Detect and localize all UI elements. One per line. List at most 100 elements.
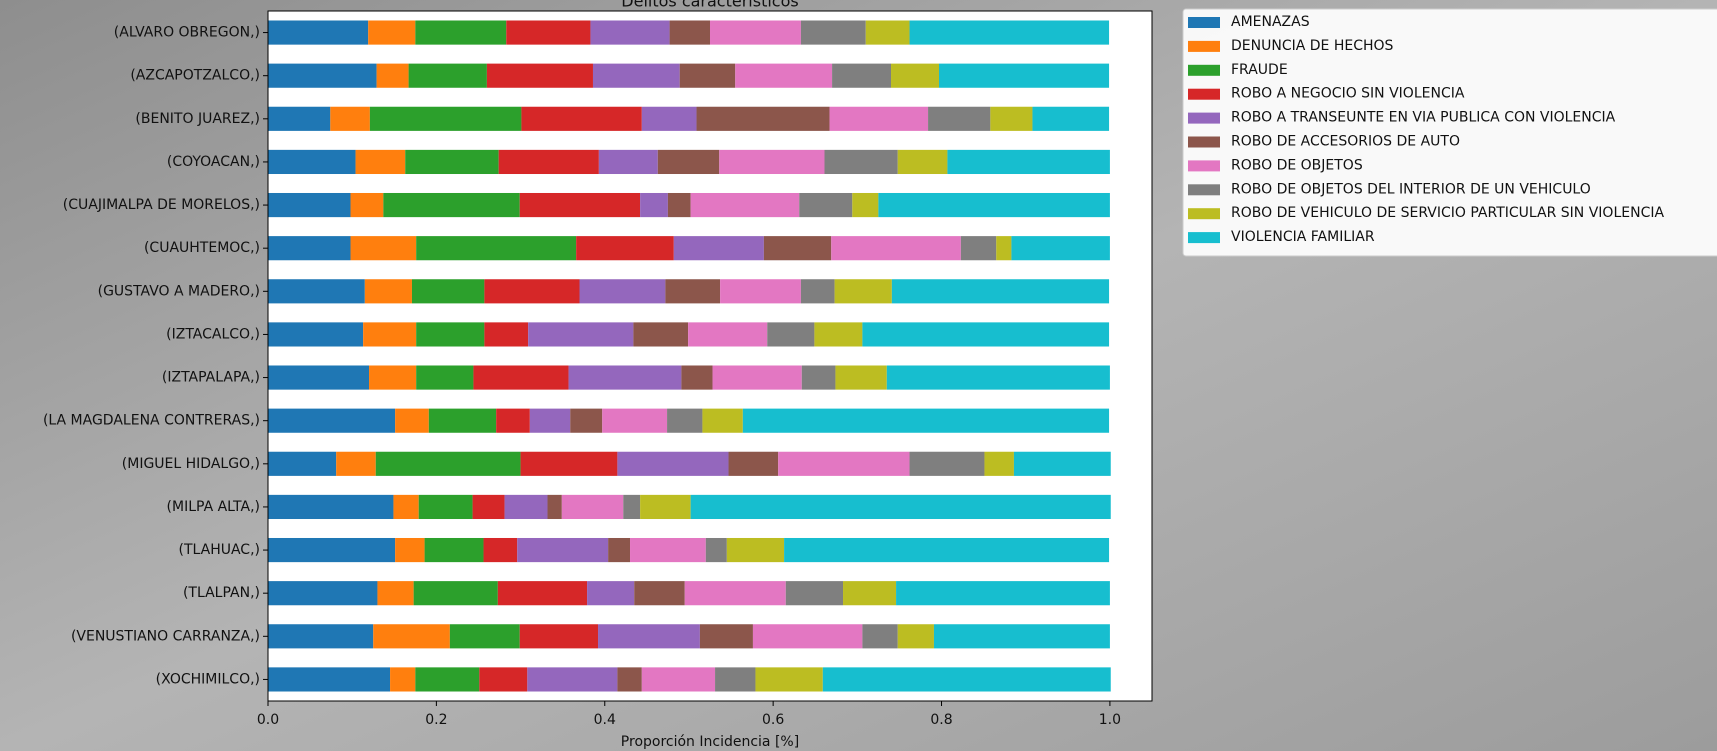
bar-segment [268,537,396,563]
bar-segment [268,581,378,606]
bar-segment [657,149,720,175]
bar-segment [667,192,691,218]
bar-segment [418,494,473,520]
bar-segment [268,624,374,649]
bar-segment [268,63,377,88]
legend-label: AMENAZAS [1231,14,1310,30]
bar-segment [479,667,528,692]
bar-segment [587,581,635,606]
bar-segment [268,365,370,390]
plot-frame [267,10,1153,702]
bar-segment [617,451,729,476]
bar-segment [350,236,417,261]
bar-segment [268,149,356,175]
bar-segment [506,20,591,45]
bar-segment [472,494,505,520]
bar-segment [640,494,691,520]
bar-segment [896,581,1110,606]
legend-swatch [1188,184,1220,196]
bar-segment [528,322,634,347]
bar-segment [947,149,1110,175]
bar-segment [590,20,670,45]
bar-segment [763,236,832,261]
bar-segment [938,63,1110,88]
x-tick-label: 0.4 [594,712,616,728]
bar-segment [800,20,866,45]
bar-segment [878,192,1110,218]
bar-segment [843,581,897,606]
y-tick-label: (TLALPAN,) [183,585,260,601]
bar-segment [377,581,414,606]
bar-segment [268,408,396,433]
bar-segment [634,581,685,606]
bar-segment [484,279,580,304]
bar-segment [623,494,641,520]
bar-segment [996,236,1012,261]
bar-segment [570,408,603,433]
bar-segment [408,63,487,88]
legend-label: DENUNCIA DE HECHOS [1231,38,1394,54]
bar-segment [824,149,898,175]
bar-segment [1011,236,1110,261]
bar-segment [529,408,571,433]
x-axis-label: Proporción Incidencia [%] [621,734,799,750]
bar-segment [834,279,892,304]
bar-segment [416,236,577,261]
bar-segment [330,106,370,131]
bar-segment [1032,106,1110,131]
bar-segment [484,322,529,347]
y-tick-label: (CUAUHTEMOC,) [144,240,260,256]
bar-segment [268,494,394,520]
bar-segment [568,365,682,390]
bar-segment [498,149,599,175]
bar-segment [755,667,823,692]
legend-box [1182,8,1717,257]
y-tick-label: (AZCAPOTZALCO,) [130,68,260,84]
bar-segment [801,365,836,390]
legend-swatch [1188,40,1220,52]
bar-segment [710,20,801,45]
bar-segment [497,581,588,606]
y-tick-label: (IZTACALCO,) [166,326,260,342]
bar-segment [699,624,753,649]
y-tick-label: (XOCHIMILCO,) [156,671,260,687]
x-tick-label: 0.8 [930,712,952,728]
bar-segment [268,236,351,261]
bar-segment [829,106,929,131]
bar-segment [424,537,484,563]
bar-segment [504,494,548,520]
y-tick-label: (TLAHUAC,) [178,542,260,558]
bar-segment [486,63,593,88]
bar-segment [778,451,910,476]
bar-segment [909,451,985,476]
bar-segment [496,408,530,433]
bar-segment [598,149,658,175]
bar-segment [449,624,520,649]
bar-segment [752,624,863,649]
bar-segment [667,408,703,433]
legend-swatch [1188,112,1220,124]
bar-segment [268,192,351,218]
bar-segment [592,63,680,88]
bar-segment [608,537,631,563]
bar-segment [395,537,425,563]
bar-segment [822,667,1111,692]
bar-segment [679,63,736,88]
bar-segment [665,279,721,304]
bar-segment [1013,451,1111,476]
bar-segment [720,279,801,304]
x-tick-label: 0.2 [425,712,447,728]
bar-segment [579,279,666,304]
bar-segment [719,149,825,175]
bar-segment [862,322,1110,347]
bar-segment [673,236,764,261]
bar-segment [415,667,480,692]
bar-segment [684,581,786,606]
bar-segment [728,451,779,476]
legend-swatch [1188,17,1220,28]
bar-segment [405,149,499,175]
bar-segment [268,20,369,45]
bar-segment [909,20,1110,45]
bar-segment [767,322,815,347]
bar-segment [928,106,991,131]
